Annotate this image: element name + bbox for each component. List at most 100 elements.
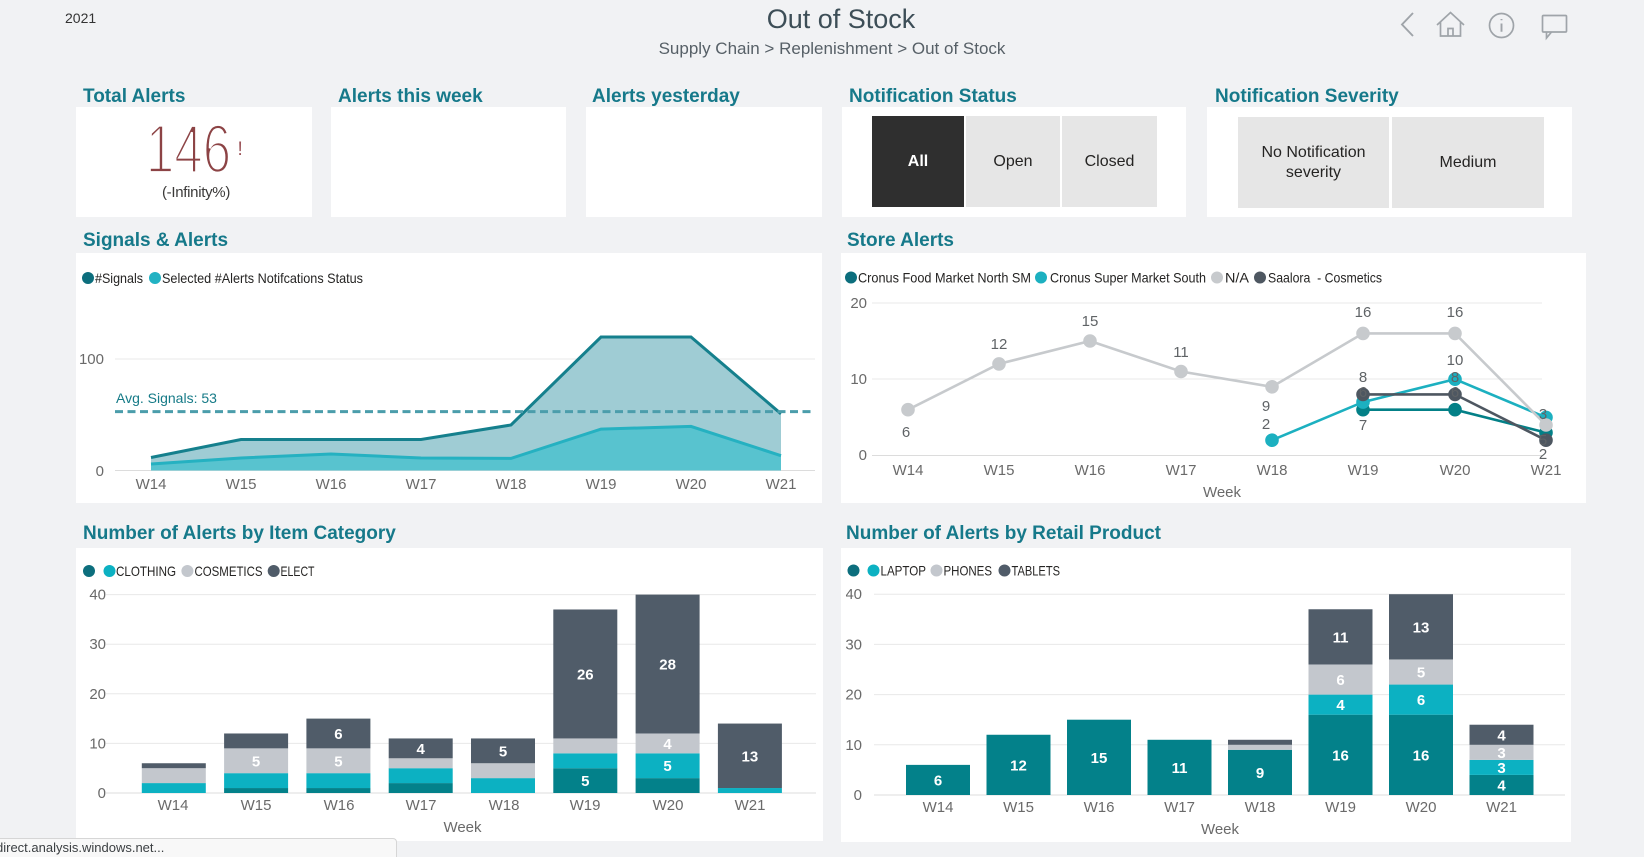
svg-text:9: 9	[1262, 398, 1270, 415]
svg-text:W14: W14	[158, 797, 189, 814]
svg-text:0: 0	[854, 787, 862, 804]
svg-text:10: 10	[89, 735, 106, 752]
svg-text:W21: W21	[766, 476, 797, 493]
svg-text:Week: Week	[443, 819, 482, 836]
svg-text:6: 6	[334, 726, 342, 743]
svg-text:W19: W19	[586, 476, 617, 493]
svg-text:Saalora - Cosmetics: Saalora - Cosmetics	[1268, 270, 1382, 286]
svg-text:ELECT: ELECT	[281, 563, 315, 579]
svg-text:CLOTHING: CLOTHING	[116, 563, 176, 579]
svg-text:W18: W18	[496, 476, 527, 493]
svg-text:W14: W14	[893, 462, 924, 479]
svg-text:12: 12	[991, 336, 1008, 353]
svg-text:W18: W18	[1257, 462, 1288, 479]
svg-text:3: 3	[1497, 760, 1505, 777]
svg-text:W16: W16	[1075, 462, 1106, 479]
svg-text:5: 5	[252, 753, 260, 770]
svg-text:W14: W14	[923, 799, 954, 816]
svg-text:5: 5	[334, 753, 342, 770]
svg-text:0: 0	[96, 463, 104, 480]
svg-text:9: 9	[1256, 765, 1264, 782]
svg-text:13: 13	[1413, 619, 1430, 636]
svg-text:5: 5	[1417, 665, 1425, 682]
svg-text:W17: W17	[1166, 462, 1197, 479]
svg-text:W15: W15	[1003, 799, 1034, 816]
svg-text:13: 13	[742, 748, 759, 765]
svg-text:10: 10	[850, 371, 867, 388]
svg-text:7: 7	[1359, 417, 1367, 434]
svg-text:W15: W15	[984, 462, 1015, 479]
svg-text:30: 30	[89, 636, 106, 653]
svg-text:COSMETICS: COSMETICS	[195, 563, 263, 579]
svg-text:8: 8	[1359, 369, 1367, 386]
svg-text:W20: W20	[1440, 462, 1471, 479]
svg-text:100: 100	[79, 351, 104, 368]
svg-text:W17: W17	[406, 476, 437, 493]
svg-text:30: 30	[846, 636, 862, 653]
svg-text:W17: W17	[406, 797, 437, 814]
svg-text:W20: W20	[676, 476, 707, 493]
svg-text:W21: W21	[735, 797, 766, 814]
svg-text:W18: W18	[1245, 799, 1276, 816]
svg-text:W15: W15	[226, 476, 257, 493]
svg-text:W21: W21	[1486, 799, 1517, 816]
svg-text:W20: W20	[653, 797, 684, 814]
svg-text:16: 16	[1332, 747, 1349, 764]
svg-text:Selected #Alerts Notifcations: Selected #Alerts Notifcations Status	[162, 270, 363, 286]
svg-text:W18: W18	[489, 797, 520, 814]
svg-text:6: 6	[902, 424, 910, 441]
svg-text:W16: W16	[316, 476, 347, 493]
svg-text:146: 146	[146, 110, 231, 187]
svg-text:6: 6	[934, 772, 942, 789]
svg-text:11: 11	[1172, 760, 1188, 777]
svg-text:W19: W19	[570, 797, 601, 814]
svg-text:11: 11	[1333, 629, 1349, 646]
svg-text:#Signals: #Signals	[95, 270, 143, 286]
svg-text:6: 6	[1336, 672, 1344, 689]
svg-text:5: 5	[499, 743, 507, 760]
svg-text:N/A: N/A	[1225, 270, 1250, 286]
svg-text:Cronus Super Market South: Cronus Super Market South	[1050, 270, 1206, 286]
svg-text:6: 6	[1417, 692, 1425, 709]
svg-text:Avg. Signals: 53: Avg. Signals: 53	[116, 390, 217, 406]
svg-text:Cronus Food Market North SM: Cronus Food Market North SM	[858, 270, 1031, 286]
svg-text:W16: W16	[1084, 799, 1115, 816]
svg-text:W21: W21	[1531, 462, 1562, 479]
svg-text:0: 0	[859, 447, 867, 464]
svg-text:2: 2	[1539, 446, 1547, 463]
svg-text:Week: Week	[1203, 484, 1242, 501]
svg-text:40: 40	[89, 587, 106, 604]
svg-text:8: 8	[1451, 369, 1459, 386]
svg-text:W20: W20	[1406, 799, 1437, 816]
svg-text:4: 4	[417, 741, 426, 758]
svg-text:11: 11	[1173, 344, 1189, 361]
svg-text:5: 5	[581, 773, 589, 790]
svg-text:LAPTOP: LAPTOP	[881, 563, 927, 579]
svg-text:2: 2	[1262, 416, 1270, 433]
svg-text:4: 4	[1497, 777, 1506, 794]
svg-text:15: 15	[1082, 313, 1099, 330]
svg-text:28: 28	[659, 657, 676, 674]
svg-text:4: 4	[1497, 727, 1506, 744]
svg-text:15: 15	[1091, 750, 1108, 767]
svg-text:PHONES: PHONES	[944, 563, 993, 579]
svg-text:0: 0	[98, 785, 106, 802]
svg-text:20: 20	[850, 295, 867, 312]
svg-text:TABLETS: TABLETS	[1012, 563, 1061, 579]
svg-text:W17: W17	[1164, 799, 1195, 816]
svg-text:20: 20	[846, 687, 862, 704]
svg-text:20: 20	[89, 686, 106, 703]
svg-text:Week: Week	[1201, 821, 1240, 838]
svg-text:40: 40	[846, 586, 862, 603]
svg-text:16: 16	[1447, 304, 1464, 321]
svg-text:4: 4	[1336, 697, 1345, 714]
svg-text:6: 6	[1359, 384, 1367, 401]
svg-text:3: 3	[1497, 745, 1505, 762]
svg-text:W15: W15	[241, 797, 272, 814]
svg-text:4: 4	[663, 736, 672, 753]
svg-text:W19: W19	[1325, 799, 1356, 816]
svg-text:5: 5	[1539, 432, 1547, 449]
svg-text:10: 10	[1447, 352, 1464, 369]
svg-text:26: 26	[577, 666, 594, 683]
svg-text:16: 16	[1413, 747, 1430, 764]
